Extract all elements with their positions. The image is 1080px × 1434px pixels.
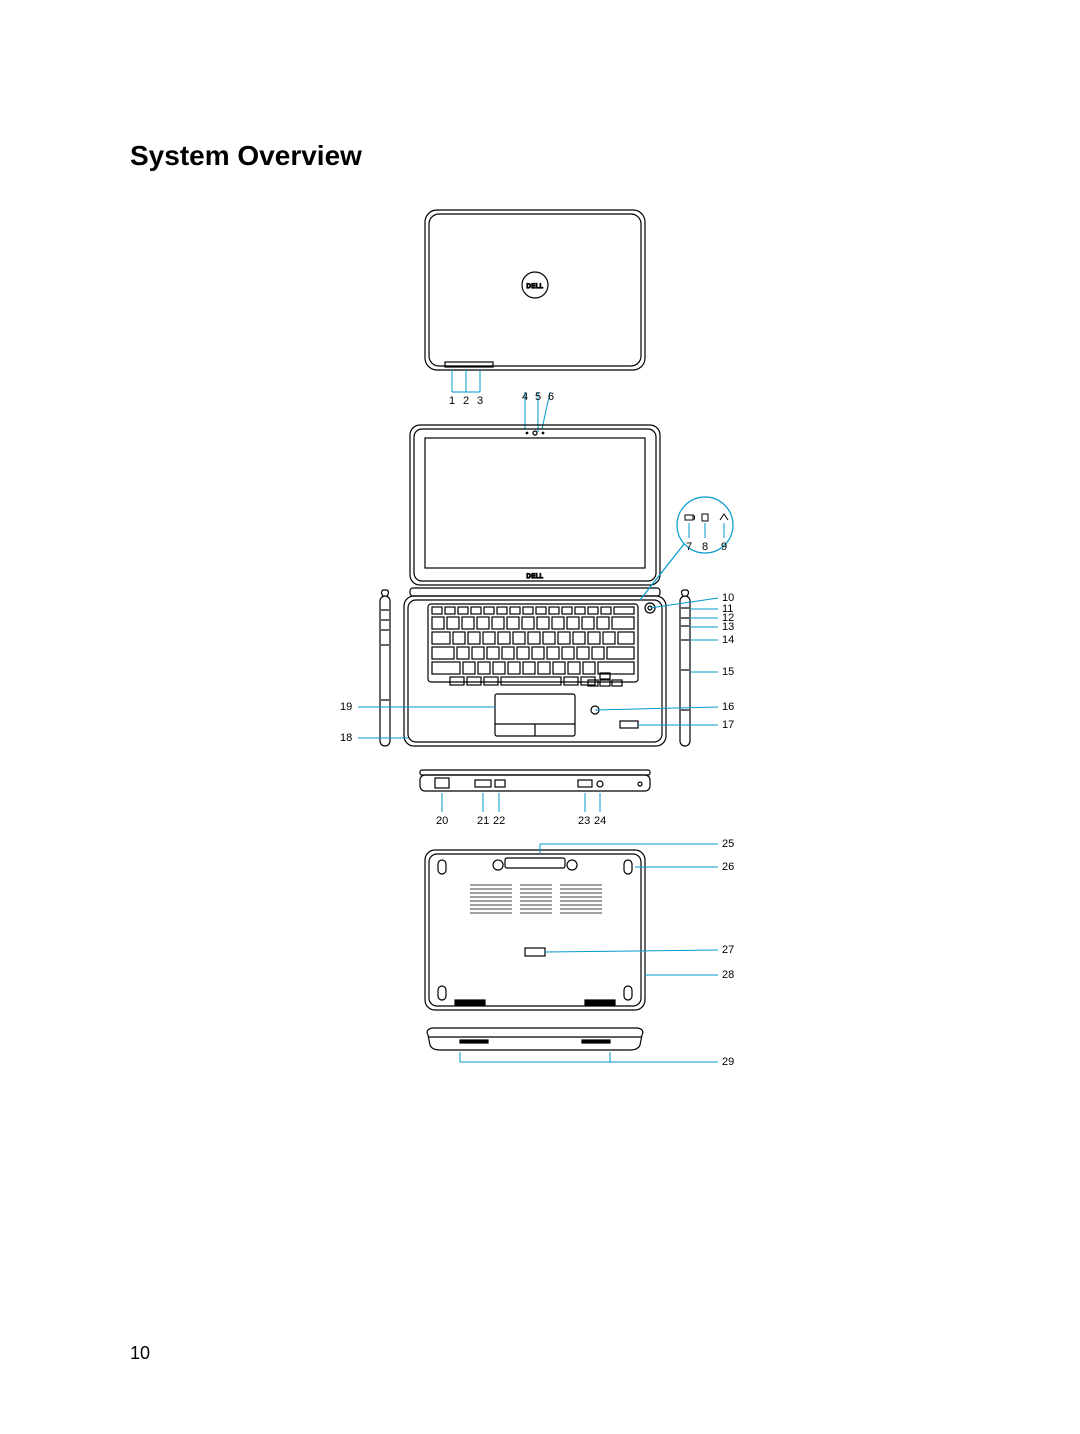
callout-6: 6 — [548, 391, 554, 403]
callout-lines-1-3 — [452, 370, 480, 392]
document-page: System Overview DELL 1 2 — [0, 0, 1080, 1434]
callout-20: 20 — [436, 815, 448, 827]
disk-icon — [702, 514, 708, 521]
callout-lines-18-19 — [358, 707, 495, 738]
callout-15: 15 — [722, 666, 734, 678]
callout-27: 27 — [722, 944, 734, 956]
page-title: System Overview — [130, 140, 950, 172]
callout-13: 13 — [722, 621, 734, 633]
dell-logo-text: DELL — [526, 284, 543, 290]
wireless-icon — [720, 514, 728, 520]
view-open-top: DELL — [404, 425, 666, 746]
view-side-right — [680, 590, 690, 746]
keyboard-keys — [432, 607, 634, 686]
view-bottom — [425, 850, 645, 1010]
dell-bezel-text: DELL — [526, 574, 543, 580]
view-side-left — [380, 590, 390, 746]
callout-7: 7 — [686, 541, 692, 553]
view-rear — [420, 770, 650, 791]
callout-22: 22 — [493, 815, 505, 827]
callout-18: 18 — [340, 732, 352, 744]
callout-3: 3 — [477, 395, 483, 407]
callout-14: 14 — [722, 634, 734, 646]
callout-4: 4 — [522, 391, 528, 403]
view-lid-top: DELL — [425, 210, 645, 370]
callout-24: 24 — [594, 815, 606, 827]
page-number: 10 — [130, 1343, 150, 1364]
callout-25: 25 — [722, 838, 734, 850]
callout-2: 2 — [463, 395, 469, 407]
callout-8: 8 — [702, 541, 708, 553]
callout-16: 16 — [722, 701, 734, 713]
battery-icon — [685, 515, 693, 520]
callout-17: 17 — [722, 719, 734, 731]
callout-1: 1 — [449, 395, 455, 407]
callout-21: 21 — [477, 815, 489, 827]
callout-5: 5 — [535, 391, 541, 403]
callout-28: 28 — [722, 969, 734, 981]
callout-19: 19 — [340, 701, 352, 713]
callout-line-29 — [460, 1052, 718, 1062]
figure-container: DELL 1 2 3 4 5 6 — [130, 200, 950, 1180]
view-front — [427, 1028, 643, 1050]
callout-26: 26 — [722, 861, 734, 873]
callout-lines-7-9 — [689, 523, 724, 538]
callout-29: 29 — [722, 1056, 734, 1068]
status-icons — [685, 514, 728, 521]
callout-9: 9 — [721, 541, 727, 553]
callout-lines-20-24 — [442, 793, 600, 812]
callout-23: 23 — [578, 815, 590, 827]
system-overview-diagram: DELL 1 2 3 4 5 6 — [280, 200, 800, 1180]
